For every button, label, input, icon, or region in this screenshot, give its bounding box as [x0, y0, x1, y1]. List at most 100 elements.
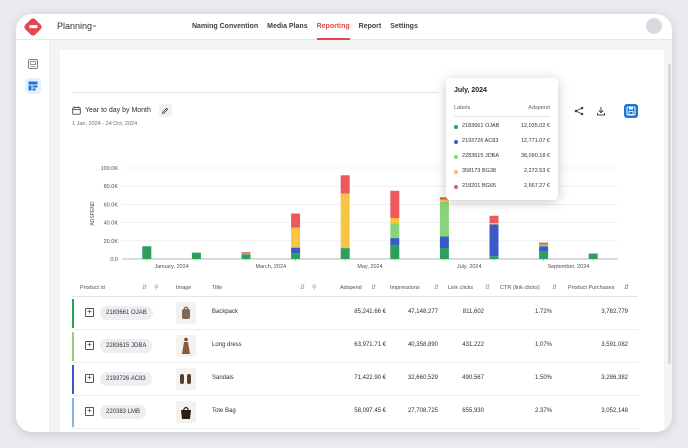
sort-icon[interactable]: ⇵: [142, 285, 148, 291]
sort-icon[interactable]: ⇵: [552, 285, 558, 291]
bar-segment: [340, 248, 350, 259]
impressions-cell: 32,660,529: [407, 375, 438, 381]
tab-settings[interactable]: Settings: [390, 23, 418, 30]
bar-segment: [588, 253, 598, 259]
bar-segment: [340, 193, 350, 249]
range-label[interactable]: Year to day by Month: [85, 107, 151, 114]
bar-segment: [539, 251, 549, 259]
bar-segment: [439, 236, 449, 249]
bar-segment: [291, 227, 301, 248]
expand-button[interactable]: +: [85, 374, 94, 383]
share-button[interactable]: [572, 104, 586, 118]
col-link-clicks[interactable]: Link clicks: [448, 285, 474, 291]
expand-button[interactable]: +: [85, 407, 94, 416]
col-purchases[interactable]: Product Purchases: [568, 285, 615, 291]
save-button[interactable]: [624, 104, 638, 118]
bar-segment: [241, 254, 251, 259]
title-cell: Sandals: [212, 375, 234, 381]
x-tick-label: March, 2024: [256, 264, 287, 270]
table-row[interactable]: + 220383 LMB Tote Bag 58,097.45 € 27,708…: [72, 396, 638, 429]
sort-icon[interactable]: ⇵: [624, 285, 630, 291]
x-tick-label: January, 2024: [154, 264, 188, 270]
bar-segment: [539, 244, 549, 247]
tooltip-col-adspend: Adspend: [528, 105, 550, 111]
purchases-cell: 3,286,382: [601, 375, 628, 381]
tooltip-row-label: 2283615 JDBA: [462, 153, 499, 159]
brand-logo-icon[interactable]: [23, 17, 43, 37]
x-tick-label: September, 2024: [547, 264, 589, 270]
col-impressions[interactable]: Impressions: [390, 285, 420, 291]
y-tick-label: 20.0K: [104, 239, 119, 245]
bar-segment: [539, 242, 549, 245]
sidebar: [16, 40, 50, 432]
link-clicks-cell: 490,567: [462, 375, 484, 381]
y-tick-label: 60.0K: [104, 202, 119, 208]
table-row[interactable]: + 2283615 JDBA Long dress 63,971.71 € 40…: [72, 330, 638, 363]
edit-range-button[interactable]: [158, 104, 172, 117]
series-dot: [454, 155, 458, 159]
product-thumbnail: [176, 335, 196, 357]
search-icon[interactable]: ⚲: [154, 285, 159, 291]
pencil-icon: [162, 107, 169, 114]
report-panel: Year to day by Month 1 Jan, 2024 - 24 Oc…: [60, 50, 664, 432]
tab-media-plans[interactable]: Media Plans: [267, 23, 308, 30]
divider: [454, 116, 550, 117]
impressions-cell: 40,358,890: [407, 342, 438, 348]
y-tick-label: 40.0K: [104, 221, 119, 227]
sort-icon[interactable]: ⇵: [485, 285, 491, 291]
calendar-icon: [72, 106, 81, 115]
expand-button[interactable]: +: [85, 341, 94, 350]
tooltip-row-value: 2,667.27 €: [524, 183, 550, 189]
product-id-chip: 220383 LMB: [100, 405, 147, 419]
dashboard-icon[interactable]: [25, 78, 41, 94]
chevron-down-icon[interactable]: ⌄: [91, 20, 98, 29]
col-adspend[interactable]: Adspend: [340, 285, 362, 291]
y-tick-label: 100.0K: [101, 166, 119, 172]
gallery-icon[interactable]: [25, 56, 41, 72]
sort-icon[interactable]: ⇵: [300, 285, 306, 291]
expand-button[interactable]: +: [85, 308, 94, 317]
table-row[interactable]: + 2183661 OJAB Backpack 85,241.66 € 47,1…: [72, 297, 638, 330]
share-icon: [574, 106, 584, 116]
app-window: Planning ⌄ Naming Convention Media Plans…: [16, 14, 672, 432]
bar-segment: [191, 252, 201, 259]
col-title[interactable]: Title: [212, 285, 223, 291]
row-color-bar: [72, 398, 74, 427]
product-id-chip: 2183661 OJAB: [100, 306, 153, 320]
tooltip-row-label: 2193726 AC83: [462, 138, 499, 144]
tooltip-title: July, 2024: [454, 87, 487, 94]
x-tick-label: May, 2024: [357, 264, 382, 270]
tooltip-row: 2283615 JDBA 38,090.18 €: [454, 153, 550, 163]
col-product-id[interactable]: Product id: [80, 285, 105, 291]
tooltip-row: 358173 BG38 2,272.53 €: [454, 168, 550, 178]
scrollbar[interactable]: [668, 64, 671, 364]
tab-reporting[interactable]: Reporting: [316, 14, 350, 40]
row-color-bar: [72, 299, 74, 328]
download-button[interactable]: [594, 104, 608, 118]
divider: [72, 92, 438, 93]
ctr-cell: 2.37%: [534, 408, 552, 414]
bar-segment: [390, 223, 400, 239]
sort-icon[interactable]: ⇵: [434, 285, 440, 291]
table-row[interactable]: + 2193726 AC83 Sandals 71,422.90 € 32,66…: [72, 363, 638, 396]
bar-segment: [489, 223, 499, 225]
avatar[interactable]: [646, 18, 662, 34]
bar-segment: [390, 238, 400, 246]
download-icon: [597, 107, 605, 116]
top-bar: Planning ⌄ Naming Convention Media Plans…: [16, 14, 672, 40]
bar-segment: [489, 224, 499, 257]
tooltip-row-value: 2,272.53 €: [524, 168, 550, 174]
bar-segment: [439, 201, 449, 237]
sort-icon[interactable]: ⇵: [371, 285, 377, 291]
main-content: Year to day by Month 1 Jan, 2024 - 24 Oc…: [50, 40, 672, 432]
link-clicks-cell: 655,930: [462, 408, 484, 414]
tooltip-row-label: 2183661 OJAB: [462, 123, 500, 129]
bar-segment: [390, 245, 400, 259]
adspend-cell: 63,971.71 €: [354, 342, 386, 348]
search-icon[interactable]: ⚲: [312, 285, 317, 291]
col-ctr[interactable]: CTR (link clicks): [500, 285, 540, 291]
workspace-selector[interactable]: Planning: [57, 21, 93, 31]
tab-report[interactable]: Report: [358, 23, 382, 30]
tab-naming-convention[interactable]: Naming Convention: [192, 23, 259, 30]
row-color-bar: [72, 365, 74, 394]
